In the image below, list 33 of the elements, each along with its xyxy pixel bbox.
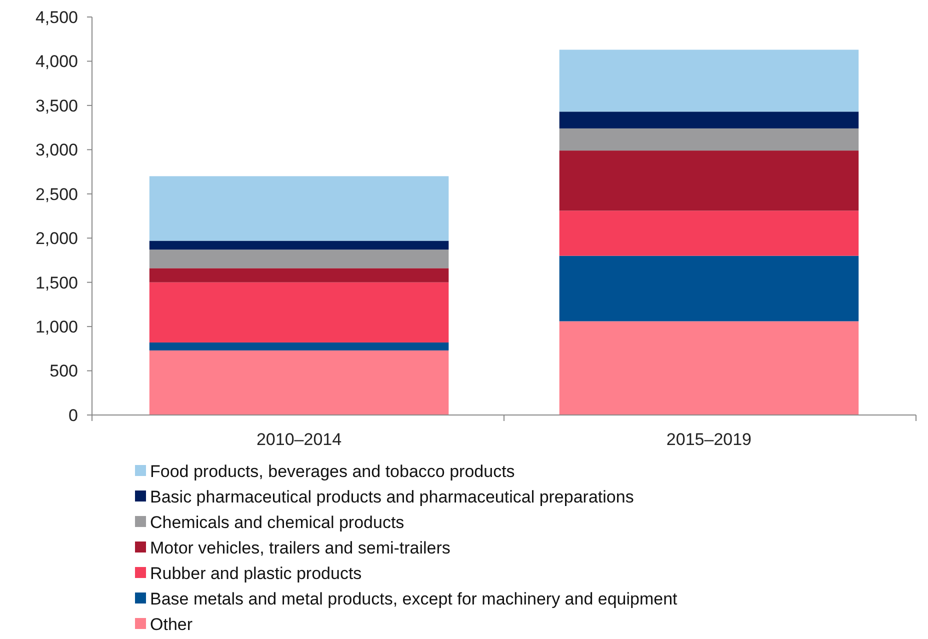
bar — [149, 342, 449, 350]
bar — [559, 128, 859, 151]
legend-label: Food products, beverages and tobacco products — [150, 462, 515, 481]
bar — [149, 240, 449, 250]
y-tick-label: 3,000 — [35, 140, 78, 160]
y-tick-label: 4,500 — [35, 8, 78, 27]
bar — [149, 250, 449, 268]
bar — [559, 210, 859, 256]
bar — [559, 256, 859, 322]
y-tick-label: 2,500 — [35, 184, 78, 204]
legend-label: Rubber and plastic products — [150, 564, 362, 583]
y-tick-label: 1,000 — [35, 318, 78, 337]
bar — [559, 112, 859, 128]
y-tick-label: 2,000 — [35, 229, 78, 248]
legend-label: Base metals and metal products, except for machinery and equipment — [150, 589, 678, 608]
y-tick-label: 0 — [68, 406, 78, 425]
y-tick-label: 1,500 — [35, 273, 78, 292]
bar — [559, 150, 859, 211]
bar — [559, 321, 859, 415]
legend-label: Other — [150, 614, 193, 634]
y-tick-label: 3,500 — [35, 96, 78, 116]
bar — [149, 268, 449, 282]
bar — [149, 282, 449, 342]
bar — [149, 350, 449, 415]
x-tick-label: 2015–2019 — [666, 430, 752, 449]
y-tick-label: 4,000 — [35, 52, 78, 72]
legend-label: Motor vehicles, trailers and semi-trailers — [150, 538, 450, 558]
legend-label: Basic pharmaceutical products and pharmaceutical preparations — [150, 487, 634, 506]
legend-label: Chemicals and chemical products — [150, 512, 404, 532]
bar — [559, 50, 859, 112]
x-tick-label: 2010–2014 — [256, 430, 342, 449]
y-tick-label: 500 — [50, 362, 78, 381]
bar — [149, 176, 449, 241]
